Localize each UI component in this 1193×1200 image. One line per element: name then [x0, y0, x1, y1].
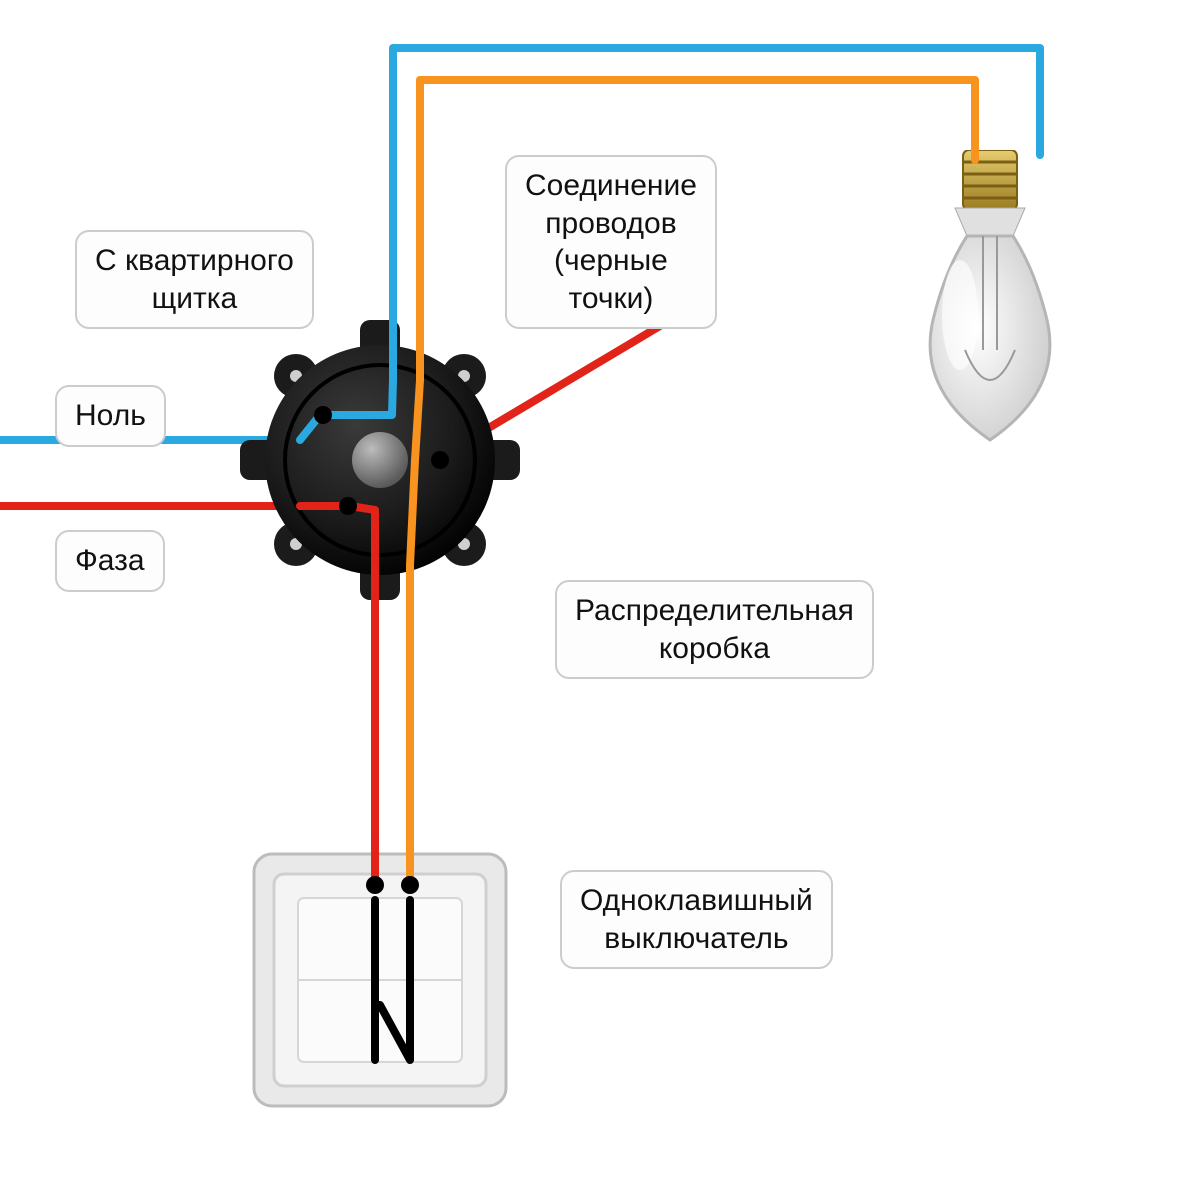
text: Одноклавишныйвыключатель [580, 884, 813, 955]
label-switch: Одноклавишныйвыключатель [560, 870, 833, 969]
text: Ноль [75, 399, 146, 432]
text: Фаза [75, 544, 145, 577]
text: Распределительнаякоробка [575, 594, 854, 665]
label-phase: Фаза [55, 530, 165, 592]
label-junction-box: Распределительнаякоробка [555, 580, 874, 679]
label-from-panel: С квартирногощитка [75, 230, 314, 329]
text: Соединениепроводов(черныеточки) [525, 169, 697, 315]
text: С квартирногощитка [95, 244, 294, 315]
label-neutral: Ноль [55, 385, 166, 447]
wall-switch [250, 850, 510, 1115]
label-connections: Соединениепроводов(черныеточки) [505, 155, 717, 329]
light-bulb-icon [895, 150, 1085, 455]
junction-box [240, 320, 520, 600]
